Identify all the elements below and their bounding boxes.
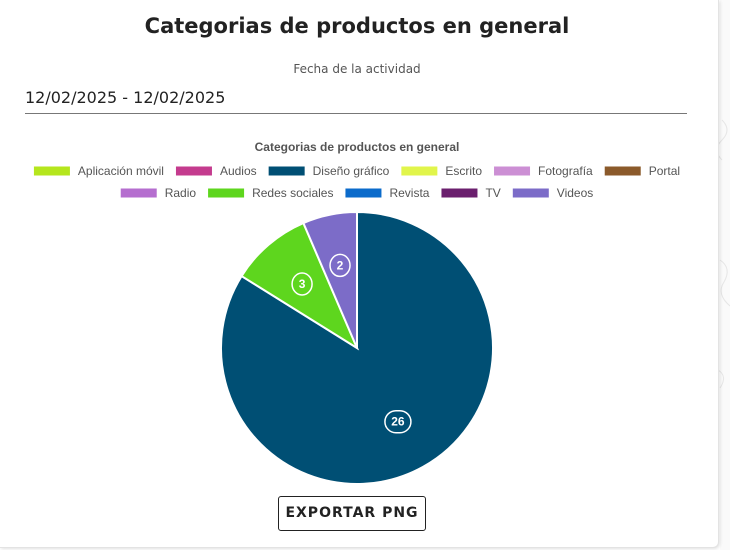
legend-item-diseno-grafico[interactable]: Diseño gráfico (268, 164, 390, 178)
legend-swatch (604, 166, 641, 176)
legend-item-revista[interactable]: Revista (345, 186, 430, 200)
legend-label: Radio (165, 186, 197, 200)
data-label-diseno-grafico: 26 (384, 409, 412, 434)
legend-label: Escrito (445, 164, 482, 178)
legend-swatch (120, 188, 157, 198)
legend-label: Videos (557, 186, 593, 200)
data-label-border (291, 272, 313, 296)
data-label-border (384, 409, 412, 434)
legend-item-fotografia[interactable]: Fotografía (494, 164, 593, 178)
legend-label: Diseño gráfico (313, 164, 390, 178)
pie-slice-videos[interactable] (302, 210, 358, 349)
pie-slices (220, 210, 494, 485)
chart-legend: Aplicación móvil Audios Diseño gráfico Escr… (33, 164, 680, 200)
date-range-input[interactable]: 12/02/2025 - 12/02/2025 (25, 84, 687, 114)
legend-swatch (512, 188, 549, 198)
legend-item-aplicacion-movil[interactable]: Aplicación móvil (33, 164, 164, 178)
legend-swatch (401, 166, 438, 176)
legend-label: Portal (649, 164, 680, 178)
pie-slice-redes-sociales[interactable] (240, 221, 360, 351)
legend-swatch (33, 166, 70, 176)
data-label-text: 2 (337, 258, 344, 272)
legend-swatch (345, 188, 382, 198)
export-png-button[interactable]: EXPORTAR PNG (278, 496, 426, 531)
legend-item-escrito[interactable]: Escrito (401, 164, 482, 178)
data-label-border (329, 253, 351, 278)
legend-item-audios[interactable]: Audios (175, 164, 257, 178)
legend-item-videos[interactable]: Videos (512, 186, 593, 200)
legend-label: Audios (220, 164, 257, 178)
legend-label: Aplicación móvil (78, 164, 164, 178)
legend-label: Fotografía (538, 164, 593, 178)
data-label-text: 26 (391, 415, 405, 429)
data-label-redes-sociales: 3 (291, 272, 313, 296)
date-field-label: Fecha de la actividad (293, 62, 421, 76)
pie-data-labels: 26 3 2 (291, 253, 412, 434)
legend-swatch (441, 188, 478, 198)
page-title: Categorias de productos en general (144, 14, 570, 38)
pie-chart: Categorias de productos en general Aplic… (33, 140, 680, 485)
legend-item-radio[interactable]: Radio (120, 186, 197, 200)
legend-label: TV (485, 186, 500, 200)
legend-swatch (208, 188, 245, 198)
data-label-text: 3 (299, 277, 306, 291)
legend-item-redes-sociales[interactable]: Redes sociales (208, 186, 333, 200)
legend-swatch (268, 166, 305, 176)
legend-item-tv[interactable]: TV (441, 186, 501, 200)
legend-swatch (175, 166, 212, 176)
legend-label: Redes sociales (252, 186, 333, 200)
legend-swatch (494, 166, 531, 176)
data-label-videos: 2 (329, 253, 351, 278)
legend-item-portal[interactable]: Portal (604, 164, 680, 178)
background-strip (720, 0, 730, 550)
legend-label: Revista (389, 186, 429, 200)
chart-title: Categorias de productos en general (255, 140, 460, 154)
